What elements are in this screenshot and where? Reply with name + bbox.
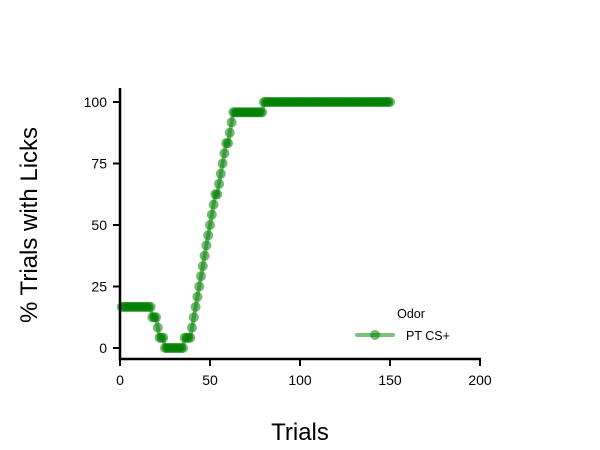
data-point xyxy=(196,271,206,282)
data-point xyxy=(192,291,203,302)
data-point xyxy=(197,261,208,272)
legend-label-pt-cs: PT CS+ xyxy=(406,329,450,343)
legend: Odor PT CS+ xyxy=(355,307,450,343)
axes: 0 50 100 150 200 0 25 50 75 100 xyxy=(84,88,492,388)
y-tick-label: 0 xyxy=(99,340,107,356)
y-axis-title: % Trials with Licks xyxy=(16,127,43,323)
data-point xyxy=(178,343,188,353)
x-tick-label: 50 xyxy=(202,372,218,388)
data-point xyxy=(145,301,156,312)
legend-title: Odor xyxy=(397,307,425,321)
x-ticks: 0 50 100 150 200 xyxy=(116,359,492,388)
x-tick-label: 100 xyxy=(288,372,312,388)
plot-area xyxy=(116,97,395,353)
x-tick-label: 150 xyxy=(378,372,402,388)
data-point xyxy=(190,301,201,312)
data-point xyxy=(226,117,237,128)
data-point xyxy=(185,332,196,343)
data-point xyxy=(212,189,223,200)
x-axis-title: Trials xyxy=(271,419,329,446)
data-point xyxy=(385,97,395,107)
y-ticks: 0 25 50 75 100 xyxy=(84,94,120,356)
data-point xyxy=(219,148,230,159)
data-point xyxy=(206,209,217,220)
data-point xyxy=(208,199,219,210)
data-point xyxy=(205,220,215,230)
series-line xyxy=(119,100,392,350)
data-point xyxy=(152,322,163,333)
data-point xyxy=(214,178,224,189)
legend-marker-swatch xyxy=(370,330,380,340)
data-point xyxy=(217,158,228,169)
data-point xyxy=(194,281,205,292)
data-point xyxy=(201,240,212,251)
y-tick-label: 75 xyxy=(91,156,107,172)
data-point xyxy=(188,312,199,323)
data-point xyxy=(215,168,226,179)
data-point xyxy=(224,127,235,138)
y-tick-label: 100 xyxy=(84,94,108,110)
y-tick-label: 25 xyxy=(91,279,107,295)
x-tick-label: 0 xyxy=(116,372,124,388)
data-point xyxy=(223,138,233,149)
data-point xyxy=(203,230,214,241)
data-point xyxy=(257,107,268,118)
data-point xyxy=(199,250,210,261)
data-point xyxy=(187,322,197,333)
data-point xyxy=(158,332,169,343)
y-tick-label: 50 xyxy=(91,217,107,233)
data-point xyxy=(151,312,161,323)
x-tick-label: 200 xyxy=(468,372,492,388)
